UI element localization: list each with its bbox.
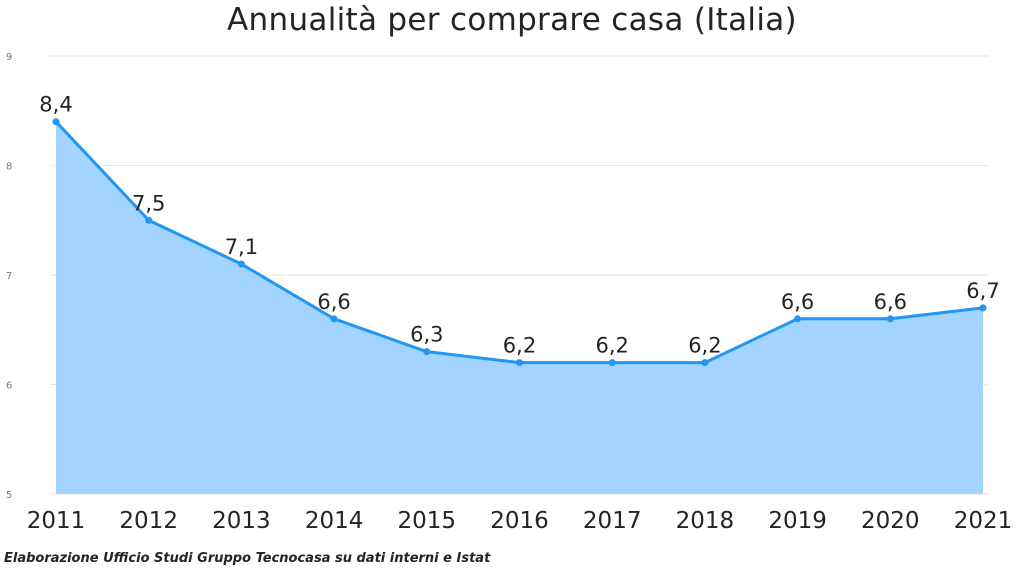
x-axis-ticks: 2011 2012 2013 2014 2015 2016 2017 2018 2019 2020…	[27, 508, 1013, 534]
x-tick-label: 2014	[305, 508, 364, 534]
y-tick-label: 7	[6, 271, 12, 282]
x-tick-label: 2013	[212, 508, 271, 534]
data-label: 6,6	[781, 290, 814, 314]
data-label: 6,2	[688, 334, 721, 358]
x-tick-label: 2021	[954, 508, 1013, 534]
data-label: 6,6	[317, 290, 350, 314]
source-note: Elaborazione Ufficio Studi Gruppo Tecnoc…	[4, 551, 491, 566]
data-label: 6,2	[595, 334, 628, 358]
data-label: 6,3	[410, 323, 443, 347]
x-tick-label: 2016	[490, 508, 549, 534]
data-point	[608, 359, 616, 367]
data-point	[52, 118, 60, 126]
x-tick-label: 2012	[119, 508, 178, 534]
x-tick-label: 2011	[27, 508, 86, 534]
x-tick-label: 2015	[398, 508, 457, 534]
area-fill	[56, 121, 983, 494]
data-point	[794, 315, 802, 323]
data-label: 6,6	[874, 290, 907, 314]
data-label: 7,5	[132, 191, 165, 215]
data-point	[701, 359, 709, 367]
x-tick-label: 2019	[768, 508, 827, 534]
x-tick-label: 2018	[676, 508, 735, 534]
data-label: 7,1	[225, 235, 258, 259]
data-point	[330, 315, 338, 323]
y-axis-ticks: 5 6 7 8 9	[6, 52, 12, 501]
y-tick-label: 9	[6, 52, 12, 63]
data-labels: 8,4 7,5 7,1 6,6 6,3 6,2 6,2 6,2 6,6 6,6 6,7	[39, 93, 999, 358]
data-label: 8,4	[39, 93, 72, 117]
data-point	[886, 315, 894, 323]
data-point	[979, 304, 987, 312]
data-point	[516, 359, 523, 367]
data-point	[423, 348, 431, 356]
y-tick-label: 6	[6, 381, 12, 392]
y-tick-label: 5	[6, 490, 12, 501]
data-point	[237, 260, 245, 268]
data-label: 6,2	[503, 334, 536, 358]
data-point	[145, 216, 153, 224]
y-tick-label: 8	[6, 162, 12, 173]
x-tick-label: 2020	[861, 508, 920, 534]
data-points	[52, 118, 987, 367]
data-label: 6,7	[966, 279, 999, 303]
chart-title: Annualità per comprare casa (Italia)	[227, 2, 797, 38]
x-tick-label: 2017	[583, 508, 642, 534]
